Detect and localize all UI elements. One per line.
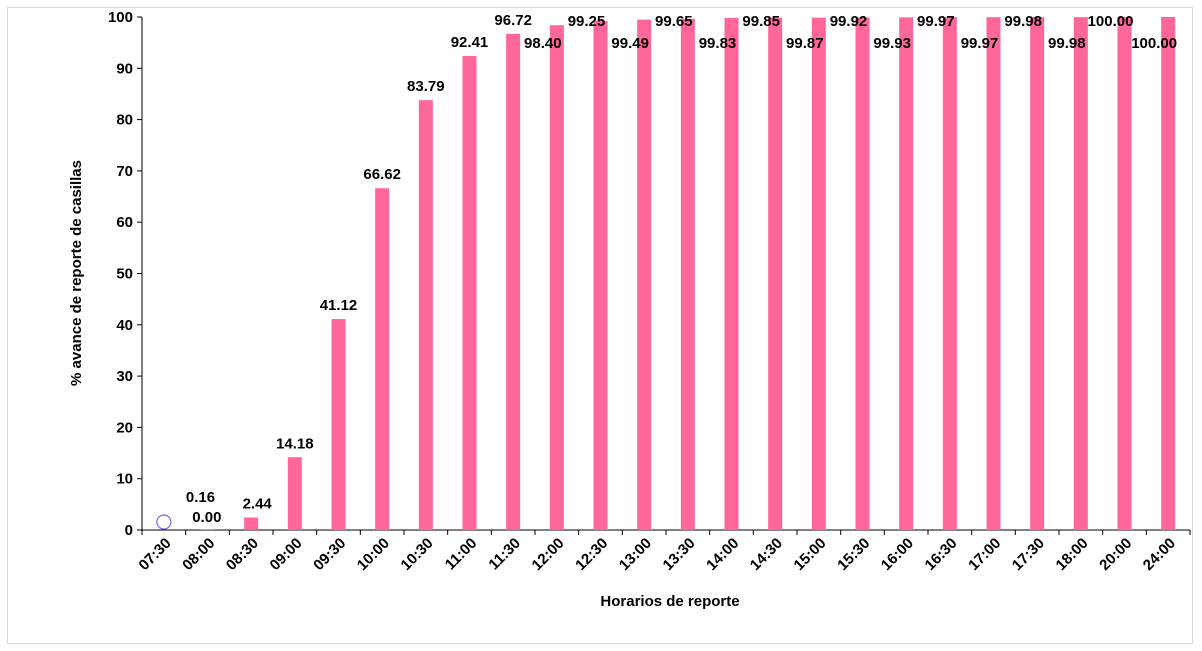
data-label: 99.97	[961, 35, 999, 52]
bar	[899, 17, 914, 530]
bar	[768, 17, 783, 530]
data-label: 0.16	[186, 489, 215, 506]
data-label: 100.00	[1131, 35, 1177, 52]
bar	[331, 319, 346, 530]
bar	[593, 20, 608, 530]
bar	[724, 17, 739, 531]
data-label: 99.83	[699, 35, 737, 52]
data-label: 14.18	[276, 435, 314, 452]
y-tick-label: 50	[116, 266, 133, 283]
bar	[287, 457, 302, 530]
bar	[200, 529, 215, 530]
x-tick-label: 13:00	[616, 535, 655, 574]
data-label: 99.87	[786, 35, 824, 52]
x-tick-label: 20:00	[1096, 535, 1135, 574]
x-tick-label: 14:00	[703, 535, 742, 574]
data-label: 92.41	[451, 34, 489, 51]
data-label: 96.72	[494, 12, 532, 29]
data-label: 99.85	[742, 13, 780, 30]
x-tick-label: 11:30	[485, 535, 524, 574]
data-label: 99.98	[1004, 13, 1042, 30]
data-labels: 0.00 0.16 2.44 14.18 41.12 66.62 83.79 92.41 96.…	[186, 12, 1177, 526]
chart-frame	[7, 7, 1193, 644]
x-tick-label: 09:30	[310, 535, 349, 574]
data-label: 99.65	[655, 13, 693, 30]
x-tick-label: 14:30	[747, 535, 786, 574]
y-tick-label: 70	[116, 163, 133, 180]
bar	[506, 33, 521, 530]
data-label: 99.97	[917, 13, 955, 30]
data-label: 66.62	[363, 166, 401, 183]
zero-marker	[156, 514, 172, 530]
data-label: 41.12	[320, 297, 358, 314]
x-tick-label: 18:00	[1053, 535, 1092, 574]
bar	[855, 17, 870, 530]
y-axis-title: % avance de reporte de casillas	[68, 160, 85, 386]
bar	[637, 19, 652, 530]
y-tick-label: 0	[125, 522, 133, 539]
bar	[418, 100, 433, 531]
x-tick-label: 15:00	[791, 535, 830, 574]
x-tick-label: 16:30	[922, 535, 961, 574]
data-label: 0.00	[192, 509, 221, 526]
x-tick-label: 13:30	[660, 535, 699, 574]
x-tick-label: 15:30	[834, 535, 873, 574]
data-label: 2.44	[243, 495, 273, 512]
data-label: 99.25	[568, 13, 606, 30]
bar	[549, 25, 564, 530]
x-tick-label: 08:00	[179, 535, 218, 574]
x-tick-label: 10:00	[354, 535, 393, 574]
bar	[1117, 17, 1132, 530]
x-tick-label: 07:30	[136, 535, 175, 574]
x-axis-title: Horarios de reporte	[600, 593, 739, 610]
y-tick-label: 20	[116, 419, 133, 436]
x-tick-label: 17:00	[965, 535, 1004, 574]
x-tick-label: 11:00	[442, 535, 481, 574]
x-tick-label: 08:30	[223, 535, 262, 574]
x-tick-label: 24:00	[1140, 535, 1179, 574]
bars	[156, 17, 1176, 531]
bar	[462, 55, 477, 530]
y-tick-label: 60	[116, 214, 133, 231]
y-tick-label: 80	[116, 112, 133, 129]
y-tick-label: 100	[108, 9, 133, 26]
x-tick-label: 16:00	[878, 535, 917, 574]
data-label: 100.00	[1088, 13, 1134, 30]
x-tick-label: 12:00	[529, 535, 568, 574]
data-label: 99.98	[1048, 35, 1086, 52]
bar	[1161, 17, 1176, 530]
bar	[811, 17, 826, 531]
y-tick-label: 90	[116, 60, 133, 77]
data-label: 98.40	[524, 35, 562, 52]
data-label: 99.49	[611, 35, 649, 52]
bar	[680, 18, 695, 530]
y-tick-label: 30	[116, 368, 133, 385]
x-tick-label: 12:30	[572, 535, 611, 574]
y-tick-label: 10	[116, 471, 133, 488]
data-label: 99.93	[873, 35, 911, 52]
data-label: 99.92	[830, 13, 868, 30]
y-tick-label: 40	[116, 317, 133, 334]
bar	[1073, 17, 1088, 530]
x-tick-label: 09:00	[267, 535, 306, 574]
bar	[1030, 17, 1045, 530]
bar	[986, 17, 1001, 530]
data-label: 83.79	[407, 78, 445, 95]
x-tick-label: 10:30	[398, 535, 437, 574]
bar	[942, 17, 957, 530]
bar	[375, 188, 390, 531]
bar	[244, 517, 259, 530]
x-tick-label: 17:30	[1009, 535, 1048, 574]
